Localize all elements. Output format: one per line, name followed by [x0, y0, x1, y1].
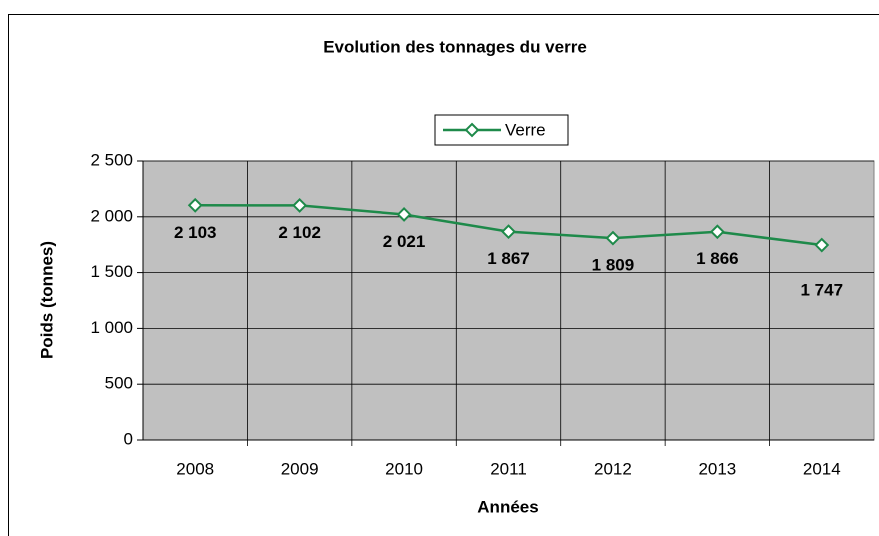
chart-title: Evolution des tonnages du verre [323, 37, 587, 56]
x-tick-label: 2010 [385, 459, 423, 478]
data-label: 2 103 [174, 223, 217, 242]
x-tick-label: 2012 [594, 459, 632, 478]
y-tick-label: 0 [124, 429, 133, 448]
marker [501, 224, 516, 240]
y-tick-label: 1 000 [90, 318, 133, 337]
data-label: 1 867 [487, 249, 530, 268]
x-tick-label: 2014 [803, 459, 841, 478]
y-tick-label: 2 500 [90, 150, 133, 169]
x-tick-label: 2013 [698, 459, 736, 478]
y-tick-label: 500 [105, 374, 133, 393]
legend-marker [464, 122, 480, 138]
y-axis-label: Poids (tonnes) [37, 241, 56, 359]
data-label: 1 866 [696, 249, 739, 268]
marker [396, 207, 412, 222]
x-tick-label: 2009 [281, 459, 319, 478]
data-label: 2 102 [278, 223, 321, 242]
legend-label: Verre [505, 120, 546, 139]
y-tick-label: 1 500 [90, 262, 133, 281]
y-tick-label: 2 000 [90, 206, 133, 225]
data-label: 1 747 [801, 281, 844, 300]
x-tick-label: 2011 [490, 459, 527, 478]
x-tick-label: 2008 [176, 459, 214, 478]
marker [709, 224, 725, 240]
marker [605, 230, 621, 246]
marker [814, 237, 830, 253]
plot-area [142, 160, 875, 441]
data-label: 1 809 [592, 256, 635, 275]
x-axis-label: Années [477, 497, 538, 516]
data-label: 2 021 [383, 232, 426, 251]
marker [292, 198, 308, 213]
marker [187, 197, 203, 213]
